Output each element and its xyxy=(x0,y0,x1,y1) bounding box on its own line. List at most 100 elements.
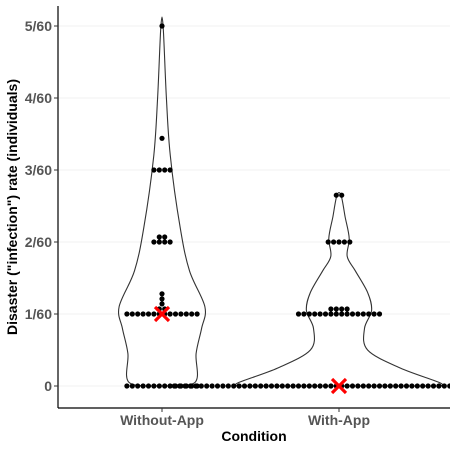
x-ticks: Without-App With-App xyxy=(120,408,370,428)
data-point xyxy=(247,383,253,389)
violins xyxy=(118,16,444,387)
data-point xyxy=(193,383,199,389)
data-point xyxy=(258,383,264,389)
data-point xyxy=(387,383,393,389)
data-point xyxy=(420,383,426,389)
data-point xyxy=(159,301,165,307)
y-tick-label: 0 xyxy=(44,378,52,394)
data-point xyxy=(333,311,339,317)
data-point xyxy=(349,383,356,389)
data-point xyxy=(347,239,353,245)
data-point xyxy=(177,383,183,389)
data-point xyxy=(135,311,141,317)
data-point xyxy=(360,383,366,389)
data-point xyxy=(129,311,135,317)
x-tick-label: Without-App xyxy=(120,412,204,428)
data-point xyxy=(263,383,269,389)
data-point xyxy=(355,383,361,389)
data-point xyxy=(371,311,377,317)
data-point xyxy=(189,311,195,317)
data-points xyxy=(124,23,450,389)
data-point xyxy=(328,311,334,317)
data-point xyxy=(220,383,226,389)
data-point xyxy=(151,383,157,389)
data-point xyxy=(341,239,347,245)
data-point xyxy=(301,311,307,317)
data-point xyxy=(162,239,168,245)
data-point xyxy=(382,383,388,389)
data-point xyxy=(183,311,189,317)
data-point xyxy=(167,239,173,245)
mean-marker-stroke xyxy=(153,305,171,323)
data-point xyxy=(376,311,383,317)
data-point xyxy=(171,383,177,389)
data-point xyxy=(344,306,350,312)
data-point xyxy=(156,383,162,389)
data-point xyxy=(366,383,372,389)
data-point xyxy=(339,306,345,312)
data-point xyxy=(231,383,237,389)
data-point xyxy=(306,383,312,389)
data-point xyxy=(225,383,231,389)
mean-markers xyxy=(153,305,348,395)
data-point xyxy=(241,383,248,389)
y-tick-label: 4/60 xyxy=(25,90,52,106)
y-tick-label: 2/60 xyxy=(25,234,52,250)
data-point xyxy=(172,311,179,317)
data-point xyxy=(151,239,157,245)
data-point xyxy=(151,167,157,173)
data-point xyxy=(409,383,415,389)
data-point xyxy=(447,383,450,389)
data-point xyxy=(145,383,152,389)
data-point xyxy=(156,239,162,245)
data-point xyxy=(167,167,173,173)
data-point xyxy=(425,383,431,389)
data-point xyxy=(268,383,275,389)
data-point xyxy=(274,383,280,389)
data-point xyxy=(182,383,188,389)
data-point xyxy=(349,311,356,317)
data-point xyxy=(187,383,194,389)
data-point xyxy=(145,311,152,317)
data-point xyxy=(129,383,135,389)
y-tick-label: 3/60 xyxy=(25,162,52,178)
data-point xyxy=(159,135,165,141)
data-point xyxy=(167,383,173,389)
data-point xyxy=(366,311,372,317)
data-point xyxy=(430,383,437,389)
x-axis-title: Condition xyxy=(221,428,286,444)
data-point xyxy=(252,383,258,389)
data-point xyxy=(376,383,383,389)
data-point xyxy=(312,383,318,389)
mean-marker-stroke xyxy=(330,377,348,395)
data-point xyxy=(306,311,312,317)
data-point xyxy=(322,383,329,389)
data-point xyxy=(414,383,420,389)
violin-without-app xyxy=(118,16,206,387)
data-point xyxy=(236,383,242,389)
data-point xyxy=(436,383,442,389)
data-point xyxy=(162,383,168,389)
data-point xyxy=(140,311,146,317)
data-point xyxy=(317,311,323,317)
data-point xyxy=(159,291,165,297)
y-tick-label: 5/60 xyxy=(25,18,52,34)
data-point xyxy=(360,311,366,317)
data-point xyxy=(301,383,307,389)
mean-marker-without-app xyxy=(153,305,171,323)
data-point xyxy=(194,311,200,317)
data-point xyxy=(135,383,141,389)
data-point xyxy=(214,383,221,389)
axes xyxy=(57,6,450,409)
data-point xyxy=(198,383,204,389)
data-point xyxy=(156,167,162,173)
data-point xyxy=(333,306,339,312)
data-point xyxy=(156,234,162,240)
data-point xyxy=(344,311,350,317)
data-point xyxy=(140,383,146,389)
y-tick-label: 1/60 xyxy=(25,306,52,322)
data-point xyxy=(328,306,334,312)
data-point xyxy=(295,311,302,317)
y-ticks: 0 1/60 2/60 3/60 4/60 5/60 xyxy=(25,18,58,394)
